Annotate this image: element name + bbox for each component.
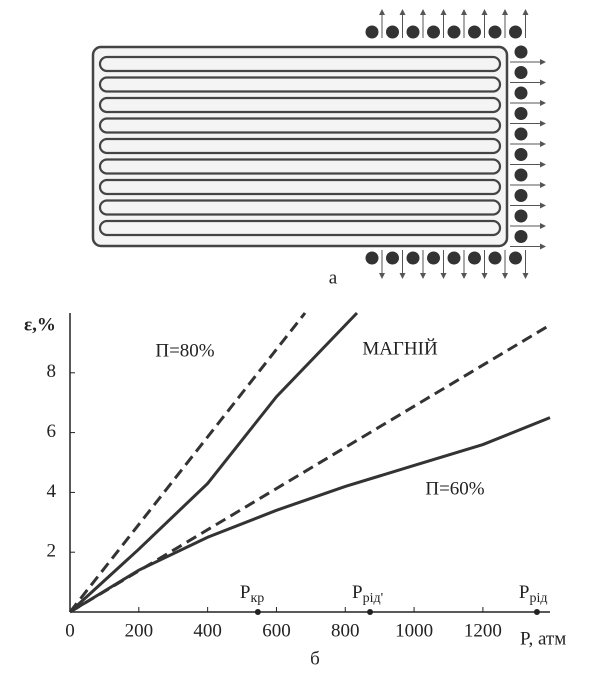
pressure-label: Pрід' (352, 582, 383, 606)
panel-label: б (310, 648, 320, 669)
tube (98, 76, 502, 93)
pipe (514, 209, 528, 223)
x-tick-label: 400 (193, 620, 222, 641)
x-tick-label: 200 (125, 620, 154, 641)
pressure-subscript: рід' (363, 591, 384, 606)
pipe (386, 251, 399, 265)
pipe (514, 66, 528, 79)
tube (98, 117, 502, 134)
tube (98, 219, 502, 237)
pipe (386, 25, 399, 39)
annotation: П=60% (425, 478, 484, 499)
pipe (427, 25, 440, 39)
pipe (447, 25, 461, 39)
pipe (488, 251, 502, 265)
pressure-marker (367, 609, 374, 615)
pipe (468, 25, 481, 39)
series-line (68, 311, 359, 614)
tube (98, 199, 502, 216)
pipe (514, 148, 528, 161)
pipe (406, 251, 420, 265)
pressure-symbol: P (240, 582, 251, 603)
pipe (509, 251, 522, 265)
x-axis-label: P, атм (520, 628, 566, 649)
annotation: П=80% (155, 340, 214, 361)
pipe (488, 25, 502, 39)
pipe (447, 251, 461, 265)
pipe (514, 86, 528, 100)
pressure-subscript: рід (530, 591, 548, 606)
y-tick-label: 4 (47, 481, 57, 502)
x-tick-label: 1000 (395, 620, 433, 641)
panel-label: а (329, 267, 338, 288)
tube (98, 55, 502, 73)
tube (98, 96, 502, 114)
pipe (365, 25, 379, 39)
pipe (514, 127, 528, 141)
pipe (514, 168, 528, 182)
pipe (509, 25, 522, 39)
pipe (514, 189, 528, 202)
pressure-label: Pрід (519, 582, 548, 606)
y-axis-label: ε,% (24, 314, 56, 335)
series-line (68, 312, 307, 613)
pressure-label: Pкр (240, 582, 264, 606)
y-tick-label: 6 (47, 421, 57, 442)
x-tick-label: 0 (65, 620, 75, 641)
pipe (514, 45, 528, 59)
pipe (514, 230, 528, 243)
pressure-symbol: P (352, 582, 363, 603)
pipe (406, 25, 420, 39)
tube (98, 137, 502, 155)
pressure-subscript: кр (250, 591, 264, 606)
tube (98, 158, 502, 175)
pipe (468, 251, 481, 265)
x-tick-label: 1200 (464, 620, 502, 641)
pressure-marker (254, 609, 261, 615)
pipe (427, 251, 440, 265)
pressure-symbol: P (519, 582, 530, 603)
y-tick-label: 8 (47, 361, 57, 382)
tube (98, 178, 502, 196)
y-tick-label: 2 (47, 541, 57, 562)
pipe (514, 107, 528, 120)
pressure-marker (533, 609, 540, 615)
x-tick-label: 800 (331, 620, 360, 641)
pipe (365, 251, 379, 265)
x-tick-label: 600 (262, 620, 291, 641)
heat-exchanger-diagram (91, 9, 546, 279)
annotation: МАГНІЙ (362, 338, 438, 359)
series-line (69, 416, 551, 614)
